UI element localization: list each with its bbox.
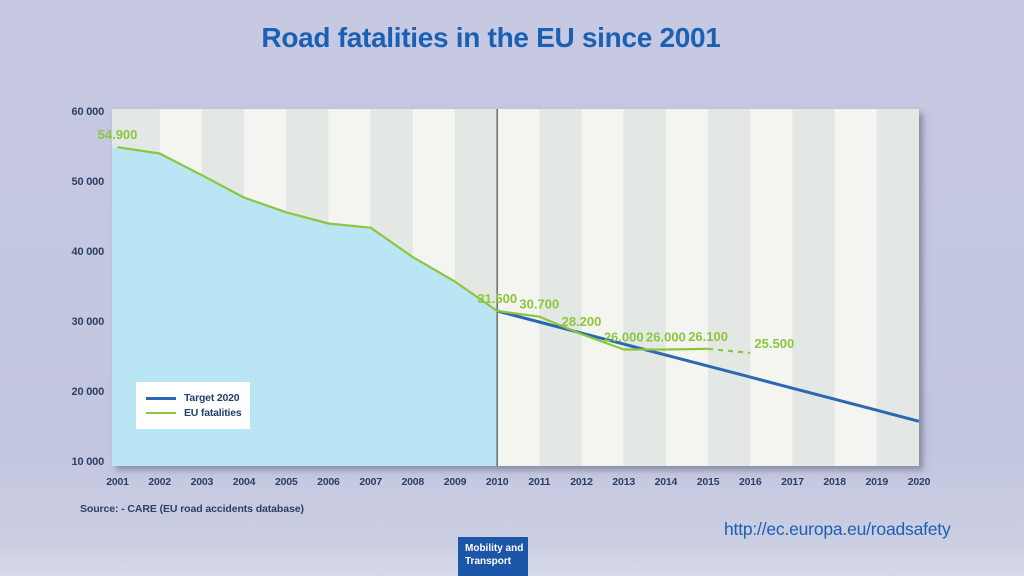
data-point-label: 26.000 [604,330,644,345]
y-tick-label: 30 000 [71,315,105,328]
x-tick-label: 2003 [190,476,214,488]
x-tick-label: 2018 [823,476,846,488]
x-tick-label: 2019 [865,476,889,488]
roadsafety-link[interactable]: http://ec.europa.eu/roadsafety [724,519,951,539]
legend-label: Target 2020 [184,392,240,404]
x-tick-label: 2001 [106,476,129,488]
page-title: Road fatalities in the EU since 2001 [261,22,721,53]
source-note: Source: - CARE (EU road accidents databa… [80,503,304,515]
y-tick-label: 20 000 [71,385,105,398]
x-tick-label: 2011 [528,476,551,488]
eu-fatalities-line-provisional [707,347,751,355]
x-tick-label: 2017 [781,476,804,488]
eu-fatalities-line [117,146,709,351]
data-point-label: 28.200 [562,314,602,329]
x-tick-label: 2008 [401,476,425,488]
data-point-label: 54.900 [98,127,138,142]
x-tick-label: 2006 [317,476,340,488]
mobility-transport-badge: Mobility and Transport [458,537,528,576]
x-tick-label: 2007 [359,476,382,488]
eu-fatalities-line-swatch [146,412,176,414]
year-stripe [834,109,877,466]
year-stripe [665,109,709,466]
year-stripe [750,109,793,466]
y-tick-label: 60 000 [71,105,105,118]
year-stripe [792,109,835,466]
legend-label: EU fatalities [184,407,242,419]
legend-item-target-2020: Target 2020 [146,392,250,404]
year-stripe [708,109,751,466]
x-tick-label: 2002 [148,476,171,488]
x-tick-label: 2020 [907,476,931,488]
badge-line1: Mobility and [465,543,524,554]
year-stripe [876,109,919,466]
badge-line2: Transport [465,556,512,567]
year-stripe [497,109,540,466]
data-point-label: 26.100 [688,329,728,344]
x-tick-label: 2013 [612,476,635,488]
x-tick-label: 2012 [570,476,593,488]
data-point-label: 31.500 [477,291,517,306]
year-stripe [623,109,666,466]
chart-legend: Target 2020 EU fatalities [136,382,250,429]
year-stripe [539,109,582,466]
data-point-label: 25.500 [754,336,794,351]
target-2020-line-swatch [146,396,176,400]
legend-item-eu-fatalities: EU fatalities [146,407,250,419]
x-tick-label: 2016 [738,476,762,488]
year-stripe [581,109,624,466]
x-tick-label: 2004 [232,476,256,488]
x-tick-label: 2015 [696,476,720,488]
data-point-label: 26.000 [646,330,686,345]
data-point-label: 30.700 [519,297,559,312]
x-tick-label: 2005 [274,476,298,488]
fatalities-chart: 54.900 31.500 30.700 28.200 26.000 26.000 26.1… [98,109,920,466]
y-tick-label: 10 000 [71,455,105,468]
x-tick-label: 2010 [485,476,509,488]
y-tick-label: 50 000 [71,175,105,188]
x-tick-label: 2009 [443,476,467,488]
x-tick-label: 2014 [654,476,678,488]
y-tick-label: 40 000 [71,245,105,258]
